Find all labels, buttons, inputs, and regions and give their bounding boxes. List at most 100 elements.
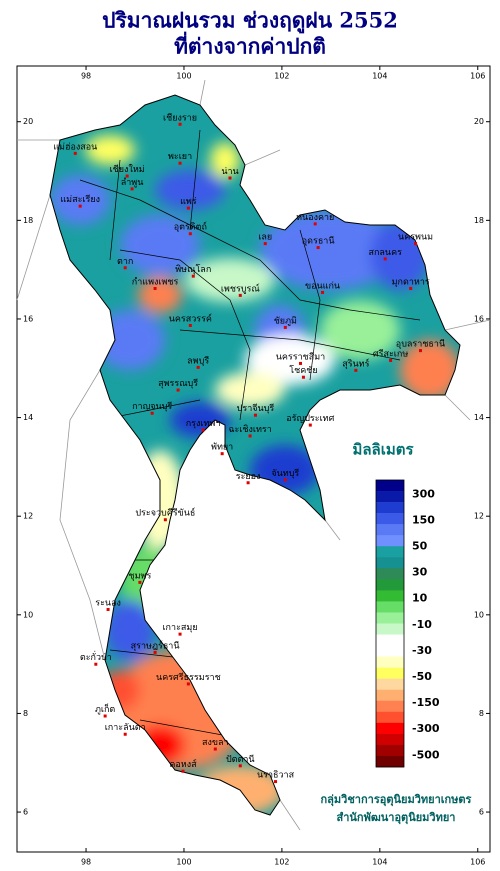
station-marker (220, 452, 224, 456)
legend-swatch (376, 513, 404, 525)
station-marker (253, 413, 257, 417)
legend-swatch (376, 524, 404, 536)
legend-label: 50 (412, 540, 428, 553)
legend-swatch (376, 623, 404, 635)
legend-swatch (376, 733, 404, 746)
legend-swatch (376, 700, 404, 713)
place-label: ชุมพร (128, 571, 151, 581)
place-label: แม่สะเรียง (60, 194, 100, 205)
y-tick-label: 12 (23, 512, 33, 521)
legend-swatch (376, 755, 404, 768)
station-marker (153, 650, 157, 654)
x-tick-label: 98 (81, 858, 91, 867)
station-marker (299, 361, 303, 365)
place-label: อุตรดิตถ์ (174, 221, 207, 233)
legend-swatch (376, 711, 404, 724)
station-marker (150, 411, 154, 415)
station-marker (178, 122, 182, 126)
y-tick-label: 16 (474, 314, 484, 323)
place-label: เลย (258, 233, 272, 243)
place-label: พะเยา (168, 152, 192, 162)
legend-swatch (376, 667, 404, 679)
x-tick-label: 104 (372, 72, 387, 81)
place-label: จันทบุรี (271, 468, 299, 479)
station-marker (389, 358, 393, 362)
station-marker (191, 274, 195, 278)
legend-swatch (376, 601, 404, 613)
place-label: ลำพูน (121, 177, 144, 188)
place-label: ระนอง (95, 598, 121, 608)
country-outline (49, 94, 461, 816)
place-label: ขอนแก่น (305, 281, 340, 291)
footer-line-2: สำนักพัฒนาอุตุนิยมวิทยา (337, 811, 456, 825)
legend-label: 150 (412, 513, 435, 526)
station-marker (176, 388, 180, 392)
place-label: เกาะสมุย (162, 623, 197, 633)
y-tick-label: 6 (479, 808, 484, 817)
place-label: คอหงส์ (169, 758, 197, 770)
station-marker (163, 518, 167, 522)
y-tick-label: 14 (474, 413, 484, 422)
station-marker (186, 206, 190, 210)
station-marker (321, 290, 325, 294)
place-label: โชคชัย (289, 365, 317, 376)
place-label: สุราษฎร์ธานี (131, 639, 180, 651)
legend-swatch (376, 612, 404, 624)
station-marker (238, 293, 242, 297)
place-label: แม่ฮ่องสอน (53, 142, 97, 152)
x-tick-label: 102 (274, 858, 289, 867)
place-label: เชียงใหม่ (110, 164, 145, 175)
place-label: ปราจีนบุรี (237, 403, 275, 414)
station-marker (263, 242, 267, 246)
y-tick-label: 20 (474, 117, 484, 126)
title-line-1: ปริมาณฝนรวม ช่วงฤดูฝน 2552 (102, 8, 398, 35)
legend-swatch (376, 579, 404, 591)
station-marker (78, 204, 82, 208)
station-marker (418, 349, 422, 353)
y-tick-label: 8 (479, 709, 484, 718)
legend-swatch (376, 678, 404, 691)
y-tick-label: 8 (23, 709, 28, 718)
station-marker (409, 286, 413, 290)
place-label: เพชรบูรณ์ (221, 282, 260, 294)
station-marker (316, 246, 320, 250)
place-label: ตะกั่วป่า (80, 650, 112, 663)
y-tick-label: 16 (23, 314, 33, 323)
legend-swatch (376, 546, 404, 558)
station-marker (283, 325, 287, 329)
station-marker (246, 481, 250, 485)
legend-swatch (376, 480, 404, 492)
place-label: สุรินทร์ (342, 357, 369, 369)
place-label: ประจวบคีรีขันธ์ (135, 507, 195, 519)
y-tick-label: 18 (23, 216, 33, 225)
station-marker (123, 732, 127, 736)
legend-label: 10 (412, 592, 428, 605)
station-marker (196, 365, 200, 369)
legend-swatch (376, 568, 404, 580)
place-label: ศรีสะเกษ (373, 348, 408, 359)
footer-line-1: กลุ่มวิชาการอุตุนิยมวิทยาเกษตร (321, 793, 472, 807)
station-marker (186, 682, 190, 686)
station-marker (283, 478, 287, 482)
legend-swatch (376, 502, 404, 514)
title-line-2: ที่ต่างจากค่าปกติ (174, 31, 326, 59)
station-marker (274, 780, 278, 784)
station-marker (138, 580, 142, 584)
place-label: สงขลา (202, 738, 229, 748)
station-marker (153, 286, 157, 290)
x-tick-label: 104 (372, 858, 387, 867)
station-marker (228, 176, 232, 180)
place-label: สกลนคร (368, 248, 402, 258)
legend-swatch (376, 634, 404, 646)
place-label: ปัตตานี (226, 754, 255, 765)
legend-swatch (376, 590, 404, 602)
place-label: สุพรรณบุรี (158, 378, 198, 389)
place-label: ชัยภูมิ (274, 315, 297, 326)
place-label: พัทยา (211, 443, 233, 453)
place-label: กรุงเทพฯ (186, 419, 221, 429)
station-marker (125, 174, 129, 178)
legend-label: 300 (412, 487, 435, 500)
y-tick-label: 14 (23, 413, 33, 422)
place-label: แพร่ (180, 197, 197, 207)
